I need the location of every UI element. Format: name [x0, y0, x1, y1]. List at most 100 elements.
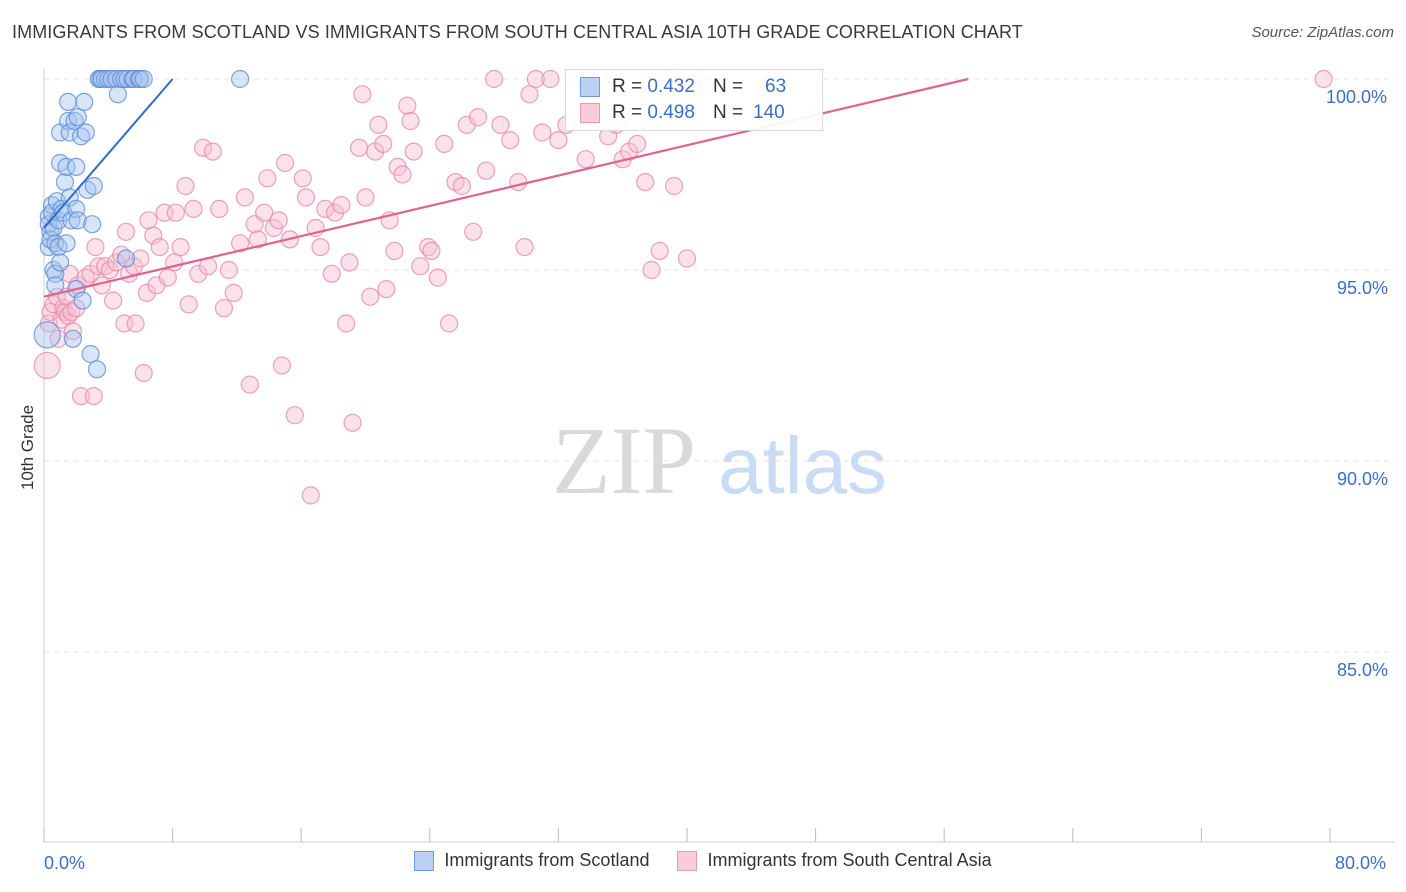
data-point — [628, 134, 647, 153]
data-point — [322, 264, 341, 283]
data-point — [67, 299, 86, 318]
data-point — [116, 222, 136, 241]
data-point — [642, 260, 661, 280]
data-point — [171, 238, 190, 257]
data-point — [533, 123, 552, 142]
data-point — [219, 260, 238, 280]
bottom-legend-sca[interactable]: Immigrants from South Central Asia — [677, 850, 992, 871]
data-point — [650, 241, 669, 260]
data-point — [325, 203, 345, 222]
data-point — [235, 188, 254, 207]
data-point — [126, 314, 145, 333]
data-point — [103, 291, 123, 310]
data-point — [57, 234, 76, 253]
data-point — [144, 226, 163, 245]
data-point — [301, 486, 320, 505]
data-point — [76, 123, 95, 142]
data-point — [343, 413, 362, 432]
data-point — [231, 234, 250, 253]
bottom-swatch-sca — [677, 850, 698, 871]
bottom-legend-scotland[interactable]: Immigrants from Scotland — [414, 850, 649, 871]
data-point — [84, 176, 103, 196]
data-point — [468, 108, 488, 127]
x-tick-right: 80.0% — [1335, 853, 1387, 873]
data-point — [87, 360, 107, 379]
bottom-legend-sca-label: Immigrants from South Central Asia — [707, 850, 992, 870]
data-point — [464, 222, 483, 241]
data-point — [68, 211, 87, 230]
data-point — [374, 134, 393, 153]
data-point — [100, 260, 120, 280]
data-point — [158, 268, 177, 287]
bottom-legend: Immigrants from Scotland Immigrants from… — [0, 850, 1406, 871]
data-point — [102, 69, 121, 89]
legend-n-label: N = — [712, 76, 744, 97]
data-point — [137, 283, 156, 302]
data-point — [377, 280, 396, 299]
x-tick-left: 0.0% — [44, 853, 86, 873]
data-point — [62, 211, 81, 230]
data-point — [311, 238, 330, 257]
data-point — [636, 173, 655, 192]
axes — [43, 68, 1395, 843]
y-tick-85: 85.0% — [1337, 660, 1389, 680]
data-point — [393, 165, 412, 184]
data-point — [150, 238, 169, 257]
data-point — [576, 150, 595, 169]
grid-lines — [44, 78, 1395, 653]
data-point — [541, 69, 560, 89]
data-point — [276, 153, 295, 173]
data-point — [526, 69, 546, 89]
source-label: Source: ZipAtlas.com — [1251, 24, 1394, 41]
legend-n-scotland: 63 — [765, 76, 787, 97]
data-point — [57, 157, 76, 176]
data-point — [108, 85, 128, 104]
data-point — [89, 257, 108, 276]
data-point — [84, 387, 103, 406]
data-point — [435, 134, 454, 153]
data-point — [293, 169, 312, 188]
data-point — [361, 287, 380, 306]
data-point — [269, 211, 288, 230]
data-point — [63, 322, 83, 341]
data-point — [258, 169, 277, 188]
data-point — [58, 92, 78, 112]
data-point — [33, 321, 61, 349]
data-point — [285, 406, 304, 425]
legend-r-label: R = — [612, 76, 643, 97]
data-point — [46, 276, 65, 295]
data-point — [385, 241, 404, 260]
data-point — [411, 257, 430, 276]
data-point — [337, 314, 356, 333]
data-point — [401, 111, 420, 131]
data-point — [134, 364, 153, 383]
data-point — [677, 249, 697, 268]
data-point — [67, 157, 86, 176]
data-point — [428, 268, 447, 287]
data-point — [83, 215, 102, 234]
data-point — [520, 85, 539, 104]
trend-line-scotland — [43, 78, 174, 229]
data-point — [68, 108, 87, 127]
data-point — [75, 92, 94, 112]
bottom-legend-scotland-label: Immigrants from Scotland — [444, 850, 650, 870]
data-point — [356, 188, 375, 207]
data-point — [58, 111, 78, 131]
data-point — [49, 329, 68, 348]
data-point — [255, 203, 274, 222]
data-point — [86, 238, 105, 257]
legend-n-sca: 140 — [753, 102, 785, 123]
chart-title: IMMIGRANTS FROM SCOTLAND VS IMMIGRANTS F… — [12, 22, 1023, 42]
legend-row-scotland: R = 0.432 N = 63 — [580, 75, 786, 99]
legend-swatch-scotland — [580, 77, 600, 97]
data-point — [210, 199, 229, 218]
y-tick-100: 100.0% — [1326, 87, 1388, 107]
data-point — [134, 69, 153, 89]
stats-legend: R = 0.432 N = 63 R = 0.498 N = 140 — [565, 69, 823, 131]
bottom-swatch-scotland — [414, 850, 435, 871]
legend-swatch-sca — [580, 103, 600, 123]
data-point — [60, 123, 79, 142]
data-point — [50, 253, 70, 272]
data-point — [214, 299, 234, 318]
